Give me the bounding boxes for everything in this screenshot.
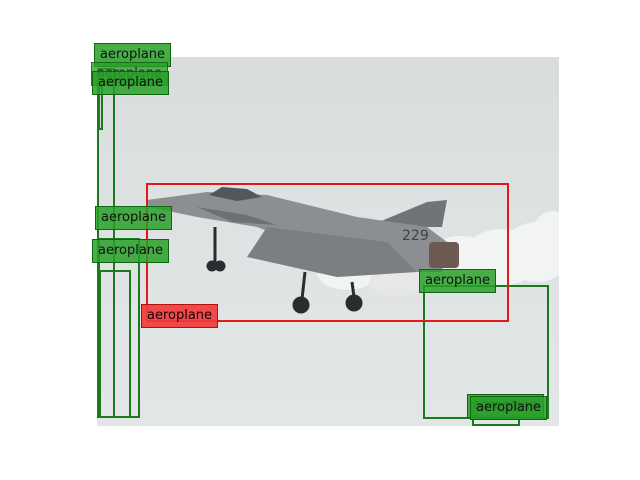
gt-label-4: aeroplane xyxy=(95,206,173,230)
landing-gear xyxy=(206,227,363,314)
prediction-box xyxy=(146,183,509,322)
tail-number-text: 229 xyxy=(402,228,429,244)
gt-label-6: aeroplane xyxy=(419,269,497,293)
prediction-label: aeroplane xyxy=(141,304,219,328)
gt-label-5: aeroplane xyxy=(92,239,170,263)
jet-photo: 229 xyxy=(97,57,559,426)
engine-nozzle xyxy=(429,242,459,268)
gt-box-4 xyxy=(99,270,131,418)
jet-illustration: 229 xyxy=(147,187,559,314)
tail-fin xyxy=(367,200,447,227)
gt-label-8: aeroplane xyxy=(470,396,548,420)
gt-label-3: aeroplane xyxy=(92,71,170,95)
cockpit xyxy=(209,187,262,201)
canard xyxy=(197,207,277,225)
main-wing xyxy=(247,227,417,277)
